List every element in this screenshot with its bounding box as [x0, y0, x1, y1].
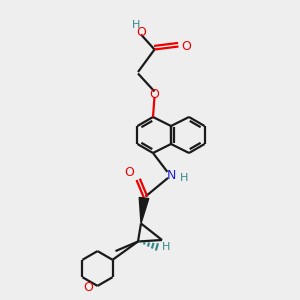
Text: O: O — [150, 88, 159, 101]
Text: O: O — [181, 40, 191, 53]
Text: H: H — [132, 20, 141, 31]
Text: H: H — [180, 173, 189, 184]
Text: O: O — [84, 281, 93, 294]
Polygon shape — [139, 197, 149, 224]
Text: H: H — [162, 242, 171, 253]
Text: O: O — [136, 26, 146, 40]
Text: N: N — [166, 169, 176, 182]
Text: O: O — [124, 166, 134, 179]
